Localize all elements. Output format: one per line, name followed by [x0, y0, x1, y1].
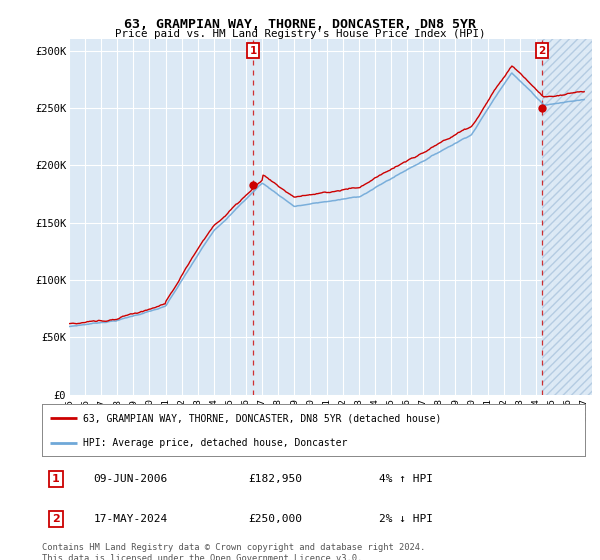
- Text: 2: 2: [538, 46, 545, 55]
- Text: 4% ↑ HPI: 4% ↑ HPI: [379, 474, 433, 484]
- Text: 1: 1: [250, 46, 257, 55]
- Text: £250,000: £250,000: [248, 514, 302, 524]
- Text: 2% ↓ HPI: 2% ↓ HPI: [379, 514, 433, 524]
- Text: 09-JUN-2006: 09-JUN-2006: [94, 474, 168, 484]
- Text: 63, GRAMPIAN WAY, THORNE, DONCASTER, DN8 5YR: 63, GRAMPIAN WAY, THORNE, DONCASTER, DN8…: [124, 18, 476, 31]
- Text: HPI: Average price, detached house, Doncaster: HPI: Average price, detached house, Donc…: [83, 438, 347, 449]
- Text: 1: 1: [52, 474, 59, 484]
- Text: 17-MAY-2024: 17-MAY-2024: [94, 514, 168, 524]
- Text: Contains HM Land Registry data © Crown copyright and database right 2024.
This d: Contains HM Land Registry data © Crown c…: [42, 543, 425, 560]
- Text: £182,950: £182,950: [248, 474, 302, 484]
- Text: Price paid vs. HM Land Registry's House Price Index (HPI): Price paid vs. HM Land Registry's House …: [115, 29, 485, 39]
- Text: 2: 2: [52, 514, 59, 524]
- Text: 63, GRAMPIAN WAY, THORNE, DONCASTER, DN8 5YR (detached house): 63, GRAMPIAN WAY, THORNE, DONCASTER, DN8…: [83, 413, 441, 423]
